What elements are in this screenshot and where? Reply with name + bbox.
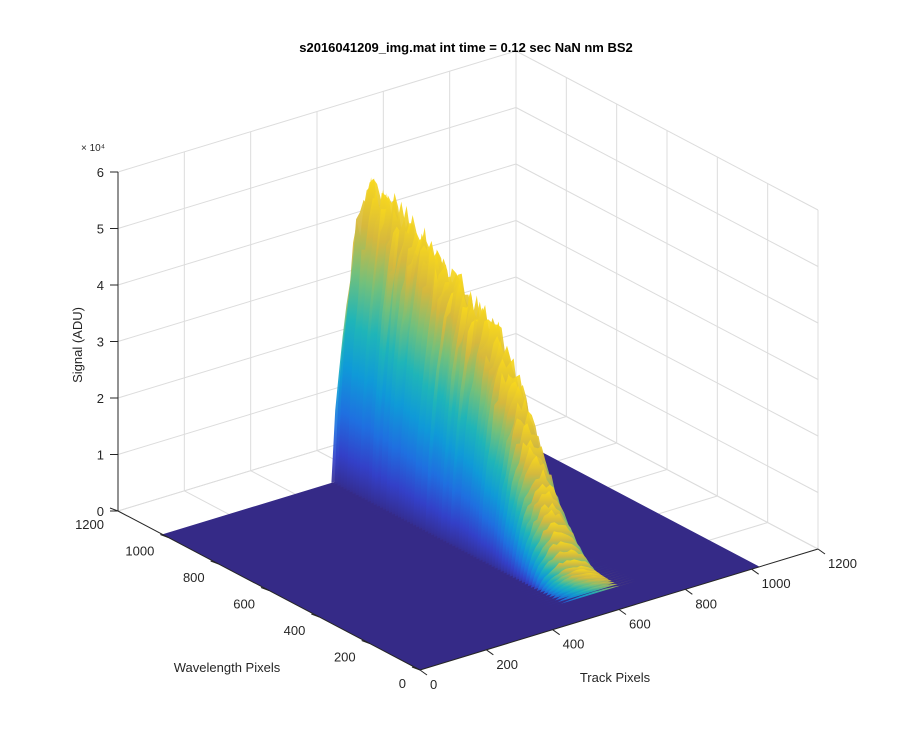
x-tick-label: 1200 [828, 556, 857, 571]
z-axis-label: Signal (ADU) [70, 307, 85, 383]
grid-line [515, 333, 819, 493]
x-tick-mark [552, 629, 560, 636]
x-tick-label: 200 [496, 657, 518, 672]
axis-lines [109, 171, 826, 676]
x-tick-label: 400 [563, 637, 585, 652]
z-tick-label: 6 [97, 165, 104, 180]
y-tick-mark [411, 666, 421, 671]
x-axis-label: Track Pixels [580, 670, 651, 685]
y-tick-mark [210, 560, 219, 565]
y-tick-label: 1200 [75, 517, 104, 532]
grid-line [515, 276, 819, 437]
grid-line [515, 220, 819, 380]
x-tick-label: 600 [629, 617, 651, 632]
y-tick-label: 600 [233, 597, 255, 612]
y-tick-label: 1000 [125, 544, 154, 559]
z-tick-label: 1 [97, 448, 104, 463]
grid-line [117, 50, 517, 173]
z-tick-label: 2 [97, 391, 104, 406]
y-tick-label: 800 [183, 570, 205, 585]
grid-line [117, 163, 517, 286]
grid-line [117, 107, 517, 229]
y-tick-mark [260, 587, 270, 591]
grid-line [515, 163, 819, 324]
y-axis-label: Wavelength Pixels [174, 660, 281, 675]
x-tick-mark [419, 669, 428, 676]
y-tick-mark [160, 534, 169, 538]
x-tick-label: 800 [695, 596, 717, 611]
x-tick-mark [685, 588, 693, 595]
grid-line [515, 50, 819, 211]
y-tick-label: 400 [284, 623, 306, 638]
surface-slice [543, 580, 639, 610]
y-tick-mark [311, 613, 320, 618]
z-tick-label: 0 [97, 504, 104, 519]
surface-slice [540, 578, 636, 608]
x-tick-mark [618, 609, 627, 615]
z-tick-label: 5 [97, 222, 104, 237]
grid-line [515, 107, 819, 267]
y-tick-label: 200 [334, 650, 356, 665]
chart-title: s2016041209_img.mat int time = 0.12 sec … [299, 40, 633, 55]
x-tick-label: 0 [430, 677, 437, 692]
x-tick-mark [817, 548, 826, 555]
grid-line [117, 220, 517, 342]
x-tick-label: 1000 [762, 576, 791, 591]
surface-layer [162, 177, 760, 670]
z-exponent-label: × 10⁴ [81, 143, 105, 154]
x-tick-mark [486, 649, 494, 656]
y-tick-mark [361, 640, 370, 644]
y-tick-label: 0 [399, 676, 406, 691]
z-tick-label: 4 [97, 278, 104, 293]
x-tick-mark [751, 568, 759, 575]
tick-labels: 0200400600800100012000200400600800100012… [75, 165, 857, 692]
surface-floor [162, 431, 760, 670]
z-tick-label: 3 [97, 335, 104, 350]
